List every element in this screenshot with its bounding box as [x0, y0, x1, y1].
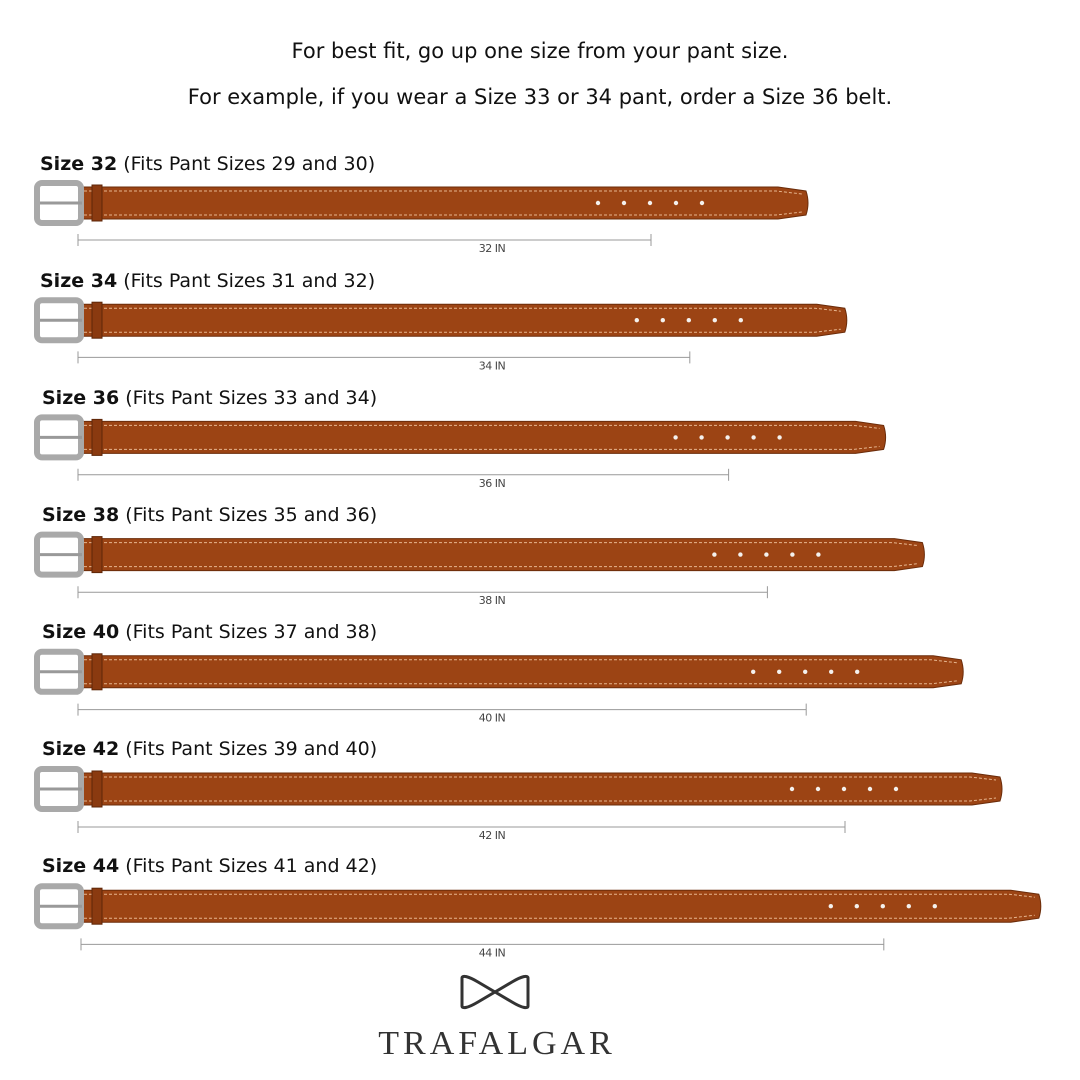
hole: [828, 904, 833, 909]
size: Size 42: [42, 738, 119, 760]
hole: [816, 552, 821, 557]
belt-row: Size 40 (Fits Pant Sizes 37 and 38) 40 IN: [34, 621, 964, 725]
size-label: Size 44 (Fits Pant Sizes 41 and 42): [42, 855, 377, 877]
hole: [647, 200, 653, 206]
strap: [79, 772, 1003, 806]
hole: [867, 786, 873, 792]
hole: [699, 435, 704, 440]
size-label: Size 38 (Fits Pant Sizes 35 and 36): [42, 504, 377, 526]
hole: [686, 318, 691, 323]
keeper: [91, 184, 103, 222]
header-line: For example, if you wear a Size 33 or 34…: [188, 85, 892, 109]
size: Size 34: [40, 270, 117, 292]
stitch: [84, 307, 841, 333]
keeper: [91, 770, 103, 808]
strap: [79, 538, 925, 572]
stitch: [84, 776, 997, 802]
measure-label: 40 IN: [479, 712, 506, 725]
hole: [893, 786, 899, 792]
hole: [906, 904, 911, 909]
keeper: [91, 887, 103, 925]
belt-row: Size 42 (Fits Pant Sizes 39 and 40) 42 IN: [34, 738, 1003, 842]
size-label: Size 36 (Fits Pant Sizes 33 and 34): [42, 387, 377, 409]
keeper: [91, 536, 103, 574]
hole: [789, 786, 795, 792]
measure-label: 32 IN: [479, 242, 506, 255]
belt-row: Size 44 (Fits Pant Sizes 41 and 42) 44 IN: [34, 855, 1042, 959]
belt-row: Size 38 (Fits Pant Sizes 35 and 36) 38 IN: [34, 504, 925, 607]
fits: (Fits Pant Sizes 33 and 34): [125, 387, 377, 409]
hole: [673, 200, 679, 206]
strap: [79, 655, 964, 689]
fits: (Fits Pant Sizes 35 and 36): [125, 504, 377, 526]
keeper: [91, 418, 103, 456]
stitch: [84, 190, 803, 216]
hole: [699, 200, 705, 206]
hole: [595, 200, 601, 206]
hole: [803, 669, 808, 674]
size: Size 32: [40, 153, 117, 175]
hole: [673, 435, 678, 440]
hole: [880, 904, 885, 909]
keeper: [91, 653, 103, 691]
measure-label: 44 IN: [479, 946, 506, 959]
fits: (Fits Pant Sizes 41 and 42): [125, 855, 377, 877]
bow-tie: [460, 974, 530, 1010]
fits: (Fits Pant Sizes 39 and 40): [125, 738, 377, 760]
size-label: Size 34 (Fits Pant Sizes 31 and 32): [40, 270, 375, 292]
keeper: [91, 301, 103, 339]
size: Size 44: [42, 855, 119, 877]
measure-label: 38 IN: [479, 594, 506, 607]
hole: [738, 318, 743, 323]
size: Size 40: [42, 621, 119, 643]
size: Size 38: [42, 504, 119, 526]
measure-label: 36 IN: [479, 477, 506, 490]
stitch: [84, 542, 919, 568]
hole: [764, 552, 769, 557]
hole: [751, 435, 756, 440]
hole: [841, 786, 847, 792]
belt-row: Size 34 (Fits Pant Sizes 31 and 32) 34 IN: [34, 270, 848, 372]
strap: [79, 303, 848, 337]
hole: [855, 669, 860, 674]
header-line: For best fit, go up one size from your p…: [292, 39, 789, 63]
size-label: Size 32 (Fits Pant Sizes 29 and 30): [40, 153, 375, 175]
size-label: Size 40 (Fits Pant Sizes 37 and 38): [42, 621, 377, 643]
hole: [751, 669, 756, 674]
hole: [815, 786, 821, 792]
hole: [660, 318, 665, 323]
hole: [790, 552, 795, 557]
strap: [79, 889, 1042, 923]
hole: [621, 200, 627, 206]
stitch: [84, 659, 958, 685]
hole: [725, 435, 730, 440]
hole: [712, 552, 717, 557]
hole: [932, 904, 937, 909]
stitch: [84, 424, 880, 450]
size: Size 36: [42, 387, 119, 409]
hole: [829, 669, 834, 674]
hole: [738, 552, 743, 557]
strap: [79, 186, 809, 220]
fits: (Fits Pant Sizes 29 and 30): [123, 153, 375, 175]
hole: [777, 435, 782, 440]
logo: TRAFALGAR: [378, 974, 616, 1062]
hole: [634, 318, 639, 323]
fits: (Fits Pant Sizes 31 and 32): [123, 270, 375, 292]
belt-row: Size 36 (Fits Pant Sizes 33 and 34) 36 IN: [34, 387, 887, 490]
strap: [79, 420, 887, 454]
fits: (Fits Pant Sizes 37 and 38): [125, 621, 377, 643]
rows: Size 32 (Fits Pant Sizes 29 and 30)32 INS…: [34, 153, 1042, 959]
measure-label: 34 IN: [479, 359, 506, 372]
hole: [777, 669, 782, 674]
stitch: [84, 893, 1035, 919]
brand: TRAFALGAR: [378, 1025, 616, 1062]
size-label: Size 42 (Fits Pant Sizes 39 and 40): [42, 738, 377, 760]
belt-row: Size 32 (Fits Pant Sizes 29 and 30) 32 IN: [34, 153, 809, 255]
hole: [712, 318, 717, 323]
measure-label: 42 IN: [479, 829, 506, 842]
hole: [854, 904, 859, 909]
